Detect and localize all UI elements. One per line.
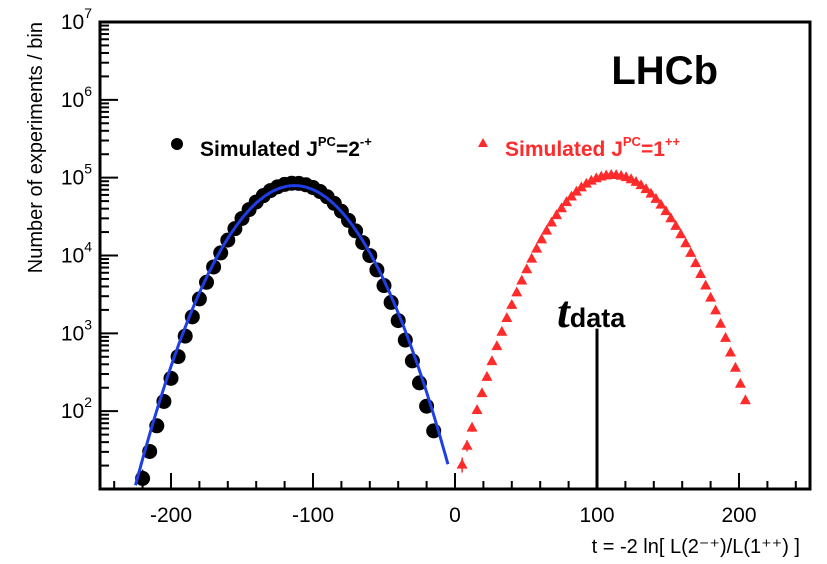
data-point: [496, 325, 508, 336]
data-point: [491, 340, 503, 351]
y-tick-label: 104: [61, 239, 92, 268]
x-tick-label: -200: [150, 504, 192, 527]
data-point: [670, 220, 682, 230]
y-tick-label: 102: [61, 394, 92, 423]
data-point: [541, 224, 553, 235]
y-tick-label: 106: [61, 83, 92, 112]
data-point: [511, 286, 523, 297]
data-point: [734, 377, 746, 388]
x-tick-label: 0: [449, 504, 461, 527]
legend-text: Simulated J: [200, 138, 318, 161]
legend-sup: PC: [318, 134, 337, 149]
axis-ticks: [100, 24, 797, 490]
data-point: [645, 187, 657, 198]
data-point: [526, 252, 538, 263]
data-point: [461, 439, 473, 450]
data-point: [739, 394, 751, 405]
data-marks: [135, 168, 751, 489]
data-point: [640, 183, 652, 194]
data-point: [516, 274, 528, 285]
data-point: [675, 228, 687, 239]
data-point: [560, 196, 572, 207]
data-point: [580, 177, 592, 188]
data-point: [531, 242, 543, 253]
experiment-label: LHCb: [611, 49, 718, 93]
legend-marker-triangle: [478, 138, 488, 147]
fit-line: [134, 184, 450, 486]
data-point: [729, 361, 741, 372]
data-point: [685, 246, 697, 257]
data-point: [705, 291, 717, 302]
tdata-label: tdata: [557, 286, 626, 337]
data-point: [655, 198, 667, 209]
data-point: [720, 331, 732, 342]
x-axis-title: t = -2 ln[ L(2⁻⁺)/L(1⁺⁺) ]: [592, 536, 800, 558]
y-tick-label: 105: [61, 161, 92, 190]
data-point: [471, 404, 483, 415]
axis-tick-labels: -200 -100 0 100 200 102 103 104 105 106 107: [61, 5, 757, 527]
data-point: [501, 312, 513, 322]
data-point: [635, 179, 647, 190]
data-point: [556, 202, 567, 213]
data-point: [575, 181, 587, 192]
y-tick-label: 103: [61, 316, 92, 345]
data-point: [481, 370, 493, 381]
legend-tail: =2: [336, 138, 360, 161]
legend-tail-sup: -+: [360, 134, 372, 149]
data-point: [710, 304, 722, 315]
legend: Simulated JPC=2-+ Simulated JPC=1++: [171, 134, 680, 161]
x-tick-label: 100: [579, 504, 614, 527]
data-point: [650, 192, 662, 203]
tdata-annotation: tdata: [557, 286, 626, 489]
data-point: [536, 233, 548, 244]
data-point: [551, 209, 563, 220]
data-point: [506, 298, 518, 309]
legend-entry-1pp: Simulated JPC=1++: [505, 134, 680, 161]
legend-text: Simulated J: [505, 138, 623, 161]
data-point: [486, 355, 498, 366]
legend-entry-2mp: Simulated JPC=2-+: [200, 134, 372, 161]
data-point: [466, 421, 478, 432]
y-axis-title: Number of experiments / bin: [25, 22, 47, 273]
legend-sup: PC: [623, 134, 642, 149]
data-point: [700, 279, 712, 290]
data-point: [476, 387, 488, 398]
data-point: [715, 317, 727, 328]
legend-tail-sup: ++: [665, 134, 681, 149]
data-point: [690, 257, 702, 268]
legend-tail: =1: [641, 138, 665, 161]
legend-marker-circle: [171, 138, 183, 150]
data-point: [665, 212, 677, 223]
data-point: [680, 237, 692, 248]
x-tick-label: -100: [292, 504, 334, 527]
data-point: [660, 205, 672, 216]
data-point: [695, 268, 707, 278]
y-tick-label: 107: [61, 5, 92, 34]
data-point: [521, 263, 533, 274]
x-tick-label: 200: [721, 504, 756, 527]
data-point: [546, 216, 558, 227]
data-point: [456, 458, 468, 469]
data-point: [724, 346, 736, 357]
fit-line-group: [134, 184, 450, 486]
